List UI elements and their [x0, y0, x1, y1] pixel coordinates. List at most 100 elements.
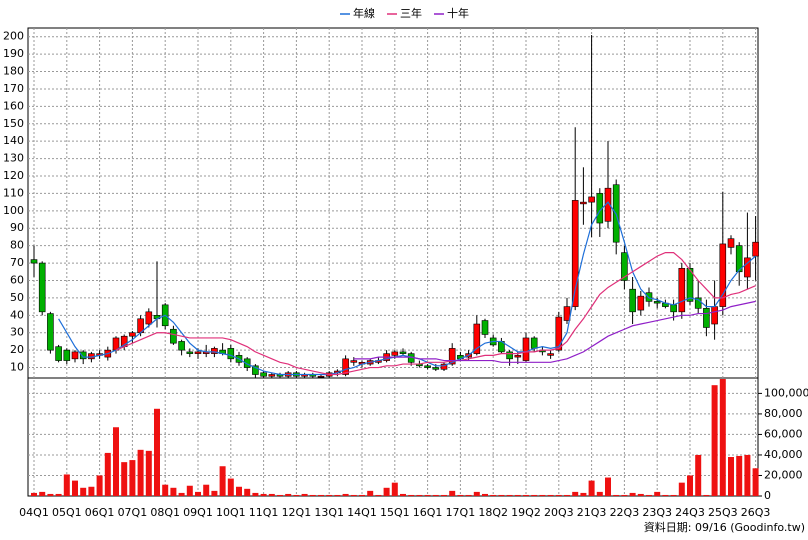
candle-body: [71, 351, 79, 360]
volume-bar: [154, 408, 160, 496]
candle-body: [440, 363, 448, 370]
volume-bar: [662, 494, 669, 496]
legend-label: 十年: [447, 6, 469, 20]
candle-body: [211, 348, 218, 354]
x-tick-label: 16Q1: [413, 506, 443, 519]
y-tick-label: 120: [3, 169, 24, 182]
volume-bar: [498, 494, 505, 496]
y-tick-label: 140: [3, 134, 24, 147]
candle-body: [571, 200, 579, 307]
ma-line: [353, 300, 756, 363]
candle-body: [424, 365, 431, 368]
x-tick-label: 11Q1: [249, 506, 279, 519]
y-tick-label: 200: [3, 30, 24, 43]
volume-bar: [31, 492, 37, 496]
candle-body: [506, 351, 513, 360]
x-tick-label: 23Q3: [642, 506, 672, 519]
candle-body: [186, 351, 194, 354]
candle-body: [391, 351, 399, 356]
x-tick-label: 24Q3: [675, 506, 705, 519]
volume-bar: [195, 491, 201, 496]
x-tick-label: 04Q1: [19, 506, 49, 519]
y-tick-label: 60: [10, 273, 24, 286]
x-tick-label: 05Q1: [52, 506, 82, 519]
candle-body: [47, 313, 54, 351]
volume-bar: [564, 494, 570, 496]
candle-body: [719, 243, 727, 307]
candle-body: [694, 297, 702, 309]
volume-bar: [449, 490, 456, 496]
volume-bar: [695, 454, 702, 496]
candle-body: [670, 304, 677, 313]
candle-body: [514, 355, 522, 358]
volume-bar: [145, 450, 152, 496]
candle-body: [243, 358, 251, 368]
candle-body: [38, 262, 46, 313]
volume-bar: [293, 494, 300, 496]
volume-bar: [736, 455, 743, 496]
volume-bar: [531, 494, 538, 496]
volume-bar: [547, 494, 554, 496]
candle-body: [530, 337, 538, 349]
volume-bar: [268, 493, 275, 496]
volume-bar: [555, 494, 562, 496]
candle-body: [432, 367, 440, 370]
candle-body: [342, 358, 349, 375]
volume-bar: [309, 494, 316, 496]
volume-bar: [367, 490, 374, 496]
volume-bar: [391, 482, 398, 496]
x-tick-label: 21Q3: [577, 506, 607, 519]
volume-bar: [318, 494, 324, 496]
volume-bar: [252, 492, 259, 496]
volume-bar: [687, 475, 693, 496]
volume-bar: [63, 474, 70, 496]
volume-bar: [219, 466, 226, 496]
volume-bar: [465, 494, 472, 496]
volume-bar: [539, 494, 546, 496]
volume-bar: [350, 494, 357, 496]
candle-body: [752, 241, 759, 257]
volume-bar: [88, 486, 95, 496]
x-tick-label: 12Q1: [282, 506, 312, 519]
candle-body: [727, 238, 735, 248]
volume-bar: [186, 485, 193, 496]
volume-bar: [728, 457, 734, 496]
volume-bar: [416, 494, 423, 496]
candle-body: [448, 348, 456, 365]
volume-bar: [457, 494, 464, 496]
volume-bar: [211, 490, 218, 496]
volume-bar: [752, 468, 759, 496]
volume-bar: [55, 493, 62, 496]
volume-bar: [719, 379, 726, 496]
candle-body: [481, 320, 489, 335]
legend-label: 三年: [400, 6, 422, 20]
x-tick-label: 08Q1: [150, 506, 180, 519]
candle-body: [711, 306, 718, 325]
volume-bar: [654, 491, 661, 496]
volume-bar: [96, 475, 103, 496]
candle-body: [170, 328, 177, 344]
volume-bar: [342, 493, 349, 496]
volume-bar: [572, 491, 579, 496]
volume-bar: [629, 492, 636, 496]
x-tick-label: 10Q1: [216, 506, 246, 519]
x-tick-label: 07Q1: [118, 506, 148, 519]
volume-bar: [482, 493, 488, 496]
volume-bar: [203, 484, 210, 496]
volume-bar: [236, 486, 242, 496]
volume-bar: [646, 494, 652, 496]
y-tick-label: 20: [10, 343, 24, 356]
volume-bar: [162, 484, 169, 496]
candle-body: [399, 351, 407, 354]
candle-body: [703, 308, 710, 328]
y-tick-label: 180: [3, 65, 24, 78]
volume-bar: [383, 487, 390, 496]
y-tick-label: 170: [3, 82, 24, 95]
volume-bar: [637, 493, 644, 496]
y-tick-label: 40: [10, 308, 24, 321]
volume-bar: [424, 494, 431, 496]
candle-body: [194, 351, 202, 354]
volume-bar: [580, 492, 587, 496]
candle-body: [588, 196, 595, 203]
volume-bar: [400, 493, 406, 496]
